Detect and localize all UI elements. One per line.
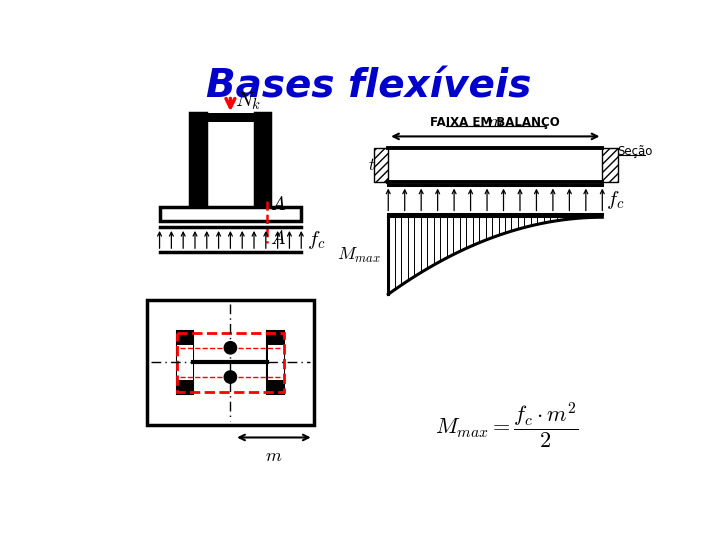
Text: $t$: $t$: [368, 156, 375, 174]
Bar: [603, 148, 618, 182]
Circle shape: [224, 371, 237, 383]
Bar: [268, 345, 284, 380]
Text: Seção: Seção: [617, 145, 652, 158]
Text: $m$: $m$: [487, 113, 504, 131]
Bar: [267, 331, 284, 394]
Bar: [148, 300, 314, 425]
Text: $m$: $m$: [265, 448, 282, 465]
Text: FAIXA EM BALANÇO: FAIXA EM BALANÇO: [431, 116, 560, 129]
Text: $A$: $A$: [270, 228, 286, 247]
Circle shape: [224, 342, 237, 354]
Text: $M_{max} = \dfrac{f_c \cdot m^2}{2}$: $M_{max} = \dfrac{f_c \cdot m^2}{2}$: [435, 400, 579, 450]
Text: $M_{max}$: $M_{max}$: [337, 246, 381, 265]
Text: $f_c$: $f_c$: [307, 228, 326, 251]
Bar: [160, 207, 301, 221]
Bar: [177, 345, 193, 380]
Text: Bases flexíveis: Bases flexíveis: [207, 68, 531, 105]
Text: $f_c$: $f_c$: [606, 188, 625, 211]
Text: $A$: $A$: [270, 195, 286, 214]
Bar: [255, 112, 271, 207]
Bar: [190, 112, 206, 207]
Bar: [176, 331, 194, 394]
Bar: [190, 112, 271, 122]
Text: $N_k$: $N_k$: [235, 90, 261, 112]
Bar: [176, 333, 284, 392]
Bar: [374, 148, 388, 182]
